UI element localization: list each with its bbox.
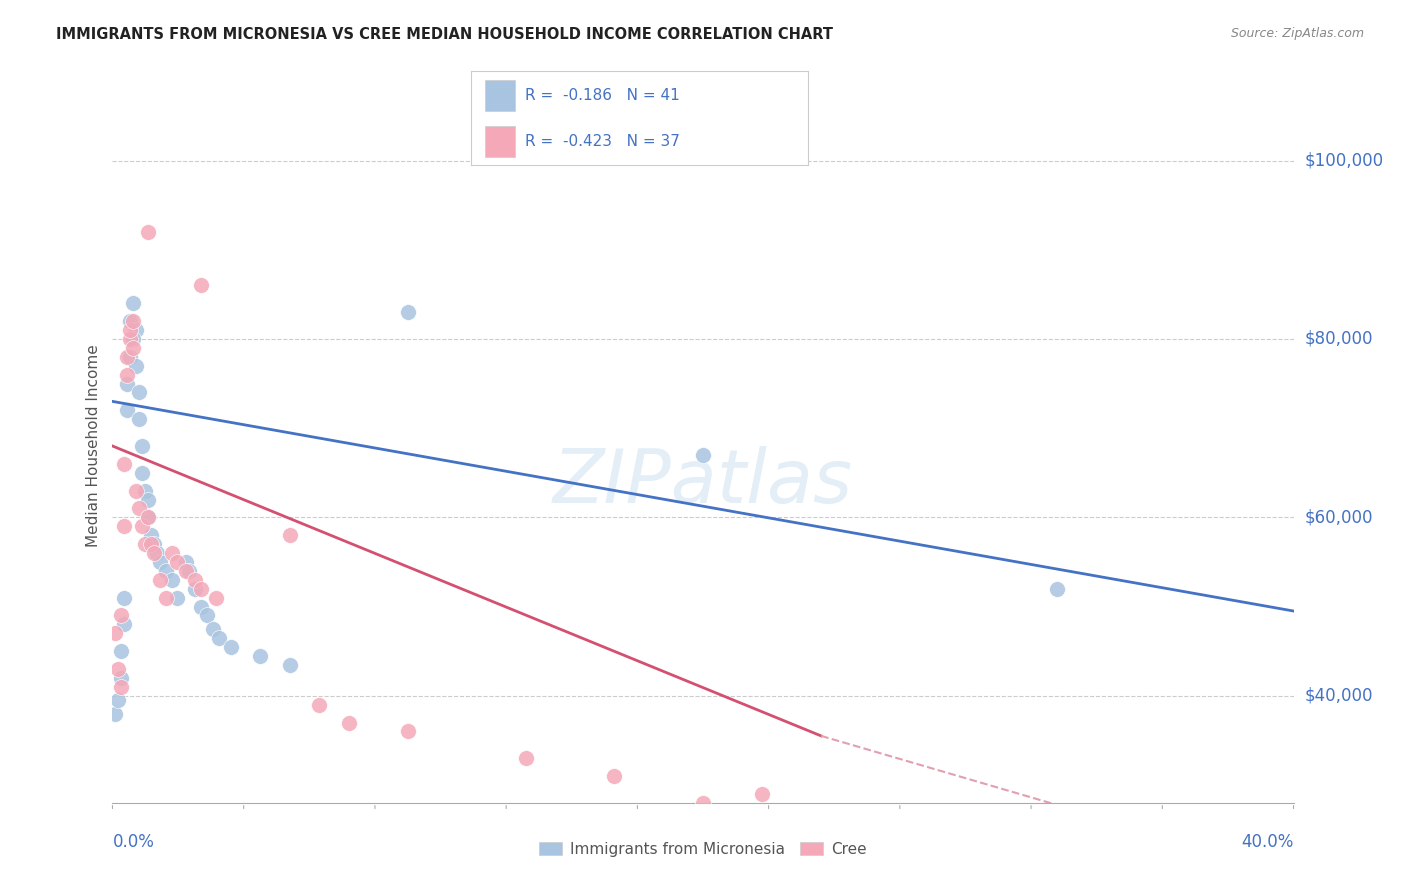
Point [190,278,212,293]
Text: R =  -0.186   N = 41: R = -0.186 N = 41 [524,87,679,103]
Point [139,528,162,542]
Point [125,359,148,373]
Point [134,537,156,551]
Point [120,332,142,346]
Text: $100,000: $100,000 [1305,152,1384,169]
Point [131,439,153,453]
Point [112,591,135,605]
Point [174,564,197,578]
Point [131,466,153,480]
Point [117,376,138,391]
Point [128,385,150,400]
Point [120,323,142,337]
Legend: Immigrants from Micronesia, Cree: Immigrants from Micronesia, Cree [533,836,873,863]
Point [142,537,165,551]
Point [184,582,207,596]
Point [278,657,301,672]
Text: ZIPatlas: ZIPatlas [553,446,853,517]
Text: R =  -0.423   N = 37: R = -0.423 N = 37 [524,134,681,149]
Text: $60,000: $60,000 [1305,508,1374,526]
Point [190,582,212,596]
Point [219,640,242,654]
Point [201,622,224,636]
Point [128,501,150,516]
Point [149,573,172,587]
Bar [485,126,515,157]
Point [125,483,148,498]
Point [110,671,132,685]
Point [110,608,132,623]
Point [117,368,138,382]
Point [122,332,145,346]
Point [184,573,207,587]
Point [136,492,159,507]
Point [208,631,231,645]
Point [179,564,201,578]
Point [125,323,148,337]
Point [195,608,218,623]
Point [120,314,142,328]
Point [146,546,169,560]
Point [117,403,138,417]
Point [142,546,165,560]
Text: $80,000: $80,000 [1305,330,1374,348]
Point [134,483,156,498]
Point [117,350,138,364]
Point [174,555,197,569]
Text: 0.0%: 0.0% [112,833,155,851]
Point [122,341,145,355]
Text: IMMIGRANTS FROM MICRONESIA VS CREE MEDIAN HOUSEHOLD INCOME CORRELATION CHART: IMMIGRANTS FROM MICRONESIA VS CREE MEDIA… [56,27,834,42]
Point [278,528,301,542]
Y-axis label: Median Household Income: Median Household Income [86,344,101,548]
Point [104,706,127,721]
Point [160,573,183,587]
Point [160,546,183,560]
Point [308,698,330,712]
Point [131,519,153,533]
Point [122,296,145,310]
Point [139,537,162,551]
Point [155,591,177,605]
Point [751,787,773,801]
Point [166,591,188,605]
Point [1046,582,1069,596]
Text: Source: ZipAtlas.com: Source: ZipAtlas.com [1230,27,1364,40]
Point [112,457,135,471]
Point [112,519,135,533]
Point [107,693,129,707]
Point [396,305,419,319]
Point [166,555,188,569]
Text: 40.0%: 40.0% [1241,833,1294,851]
Point [128,412,150,426]
Point [104,626,127,640]
Point [249,648,271,663]
Point [692,448,714,462]
Point [337,715,360,730]
Point [110,680,132,694]
Point [136,510,159,524]
Point [515,751,537,765]
Point [120,350,142,364]
Point [692,796,714,810]
Point [122,314,145,328]
Text: $40,000: $40,000 [1305,687,1374,705]
Point [136,510,159,524]
Point [110,644,132,658]
Point [205,591,228,605]
Bar [485,79,515,111]
Point [396,724,419,739]
Point [136,225,159,239]
Point [112,617,135,632]
Point [107,662,129,676]
Point [155,564,177,578]
Point [190,599,212,614]
Point [149,555,172,569]
Point [603,769,626,783]
